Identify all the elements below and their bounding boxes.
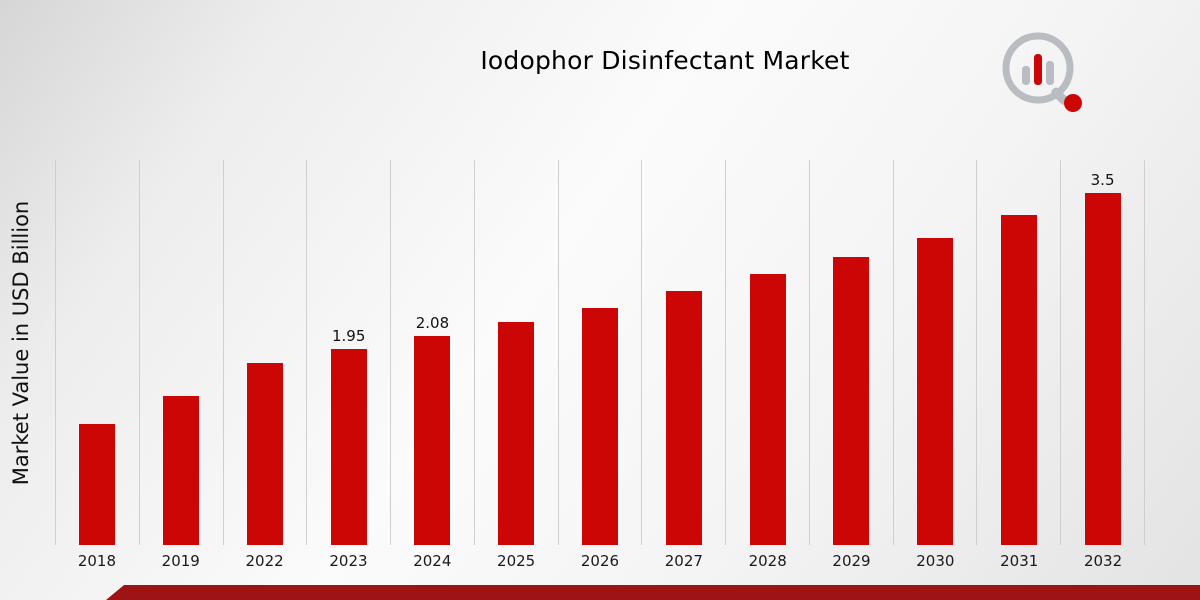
bar-2025 (498, 322, 535, 545)
chart-column: 2.08 (390, 160, 474, 545)
footer-stripe (106, 585, 1200, 600)
x-tick-label: 2022 (245, 552, 284, 570)
x-tick-label: 2029 (832, 552, 871, 570)
chart-column: 1.95 (306, 160, 390, 545)
chart-column (892, 160, 977, 545)
brand-logo (998, 30, 1090, 116)
bar-value-label: 3.5 (1090, 171, 1115, 189)
x-tick-label: 2032 (1083, 552, 1123, 570)
x-tick-label: 2024 (413, 552, 452, 570)
chart-column (808, 160, 893, 545)
y-axis-label: Market Value in USD Billion (9, 200, 33, 486)
chart-column (557, 160, 642, 545)
x-tick-label: 2030 (916, 552, 955, 570)
x-tick-label: 2019 (161, 552, 200, 570)
chart-column (138, 160, 223, 545)
chart-column (725, 160, 809, 545)
bar-2027 (665, 291, 702, 545)
x-tick-label: 2018 (77, 552, 117, 570)
x-tick-label: 2028 (748, 552, 787, 570)
x-axis: 2018 2019 2022 2023 2024 2025 2026 2027 2028 2029… (55, 552, 1145, 570)
chart-column (641, 160, 725, 545)
x-tick-label: 2027 (664, 552, 703, 570)
bar-chart: 1.95 2.08 3.5 (55, 160, 1145, 545)
magnifier-chart-icon (1002, 32, 1082, 112)
bar-2026 (581, 308, 618, 545)
bar-value-label: 2.08 (415, 314, 450, 332)
chart-column (55, 160, 139, 545)
chart-column (976, 160, 1060, 545)
bar-2024: 2.08 (414, 314, 451, 545)
x-tick-label: 2031 (1000, 552, 1039, 570)
bar-2031 (1000, 215, 1037, 545)
bar-2032: 3.5 (1084, 171, 1121, 545)
bar-2023: 1.95 (330, 327, 367, 545)
bar-2028 (749, 274, 786, 545)
x-tick-label: 2025 (497, 552, 536, 570)
chart-column: 3.5 (1060, 160, 1145, 545)
x-tick-label: 2023 (329, 552, 368, 570)
chart-column (222, 160, 307, 545)
bar-2022 (246, 363, 283, 545)
x-tick-label: 2026 (580, 552, 620, 570)
chart-column (473, 160, 558, 545)
bar-value-label: 1.95 (331, 327, 366, 345)
bar-2019 (163, 396, 200, 545)
bar-2018 (79, 424, 116, 545)
bar-2029 (833, 257, 870, 545)
bar-2030 (917, 238, 954, 545)
chart-title: Iodophor Disinfectant Market (480, 46, 850, 75)
